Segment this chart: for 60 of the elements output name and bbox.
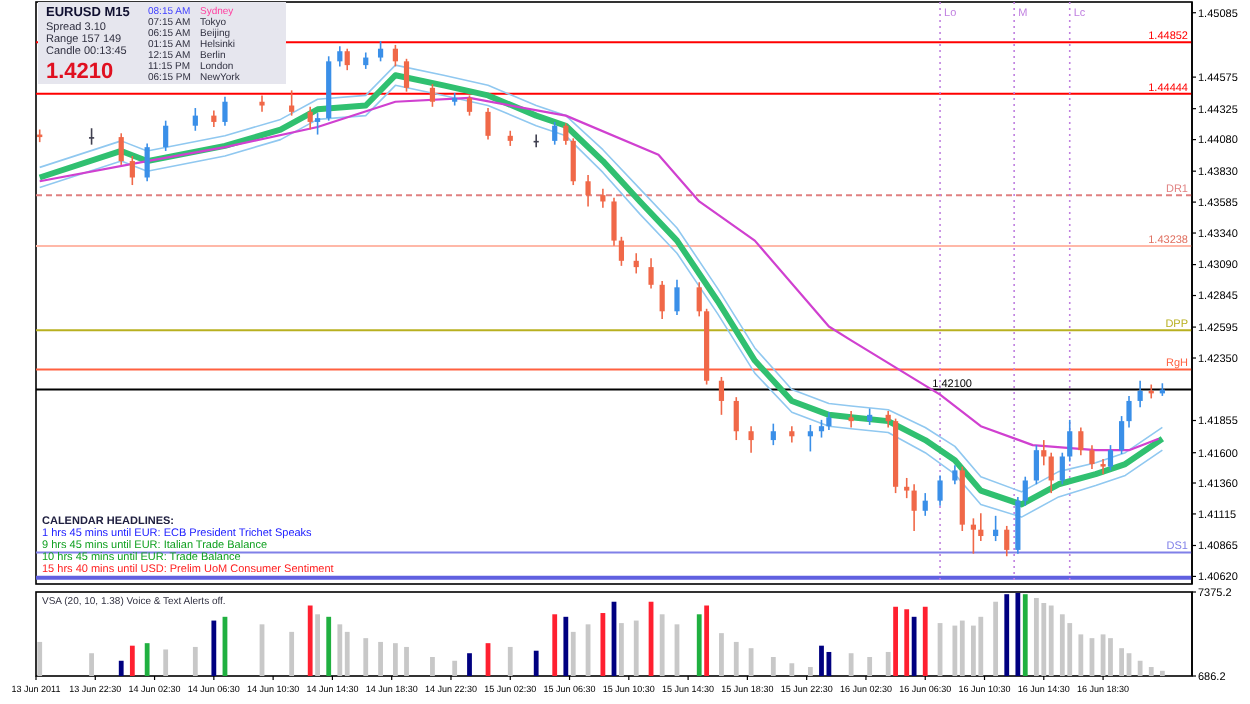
candlestick (633, 252, 639, 275)
candlestick (222, 95, 228, 127)
candlestick (314, 112, 321, 136)
candlestick (904, 477, 910, 499)
candlestick (1022, 475, 1028, 507)
candlestick (259, 94, 265, 113)
candlestick (733, 396, 739, 441)
candlestick (1033, 444, 1039, 486)
candlestick (618, 236, 625, 267)
candlestick (674, 278, 680, 316)
candlestick (911, 483, 917, 532)
candlestick (163, 119, 169, 152)
candlestick (1137, 379, 1143, 409)
candlestick (1126, 395, 1132, 429)
candlestick (1107, 444, 1114, 472)
candlestick (1100, 458, 1106, 475)
candlestick (659, 280, 665, 320)
candlestick (1059, 451, 1065, 486)
candlestick (1089, 444, 1095, 470)
annotation: 1.4210 (46, 60, 114, 84)
candlestick (1004, 525, 1010, 558)
candlestick (770, 422, 776, 446)
candlestick (337, 45, 343, 68)
candlestick (807, 424, 813, 453)
candlestick (392, 44, 398, 68)
candlestick (585, 174, 591, 208)
candlestick (600, 188, 606, 209)
candlestick (1041, 439, 1047, 467)
candlestick (429, 83, 436, 108)
candlestick (1119, 415, 1125, 455)
candlestick (1067, 419, 1073, 463)
candlestick (648, 257, 654, 290)
candlestick (563, 122, 569, 146)
candlestick (129, 155, 135, 186)
candlestick (1048, 451, 1054, 494)
candlestick (978, 512, 984, 542)
candlestick (952, 464, 958, 486)
candlestick (570, 137, 576, 186)
candlestick (192, 107, 198, 132)
candlestick (344, 47, 350, 71)
candlestick (993, 515, 999, 542)
candlestick (848, 410, 854, 429)
candlestick (922, 492, 928, 517)
candlestick (118, 132, 124, 166)
candlestick (485, 107, 491, 141)
candlestick (144, 142, 150, 183)
candlestick (937, 474, 943, 507)
candlestick (1078, 426, 1084, 457)
candlestick (611, 196, 617, 247)
candlestick (403, 58, 410, 93)
candlestick (696, 281, 702, 318)
candlestick (552, 121, 558, 146)
candlestick (718, 376, 725, 416)
candlestick (307, 105, 313, 131)
candlestick (289, 89, 295, 117)
candlestick (970, 517, 976, 555)
candlestick (466, 94, 473, 117)
candlestick (789, 425, 795, 444)
candlestick (748, 425, 754, 454)
candlestick (377, 40, 384, 63)
